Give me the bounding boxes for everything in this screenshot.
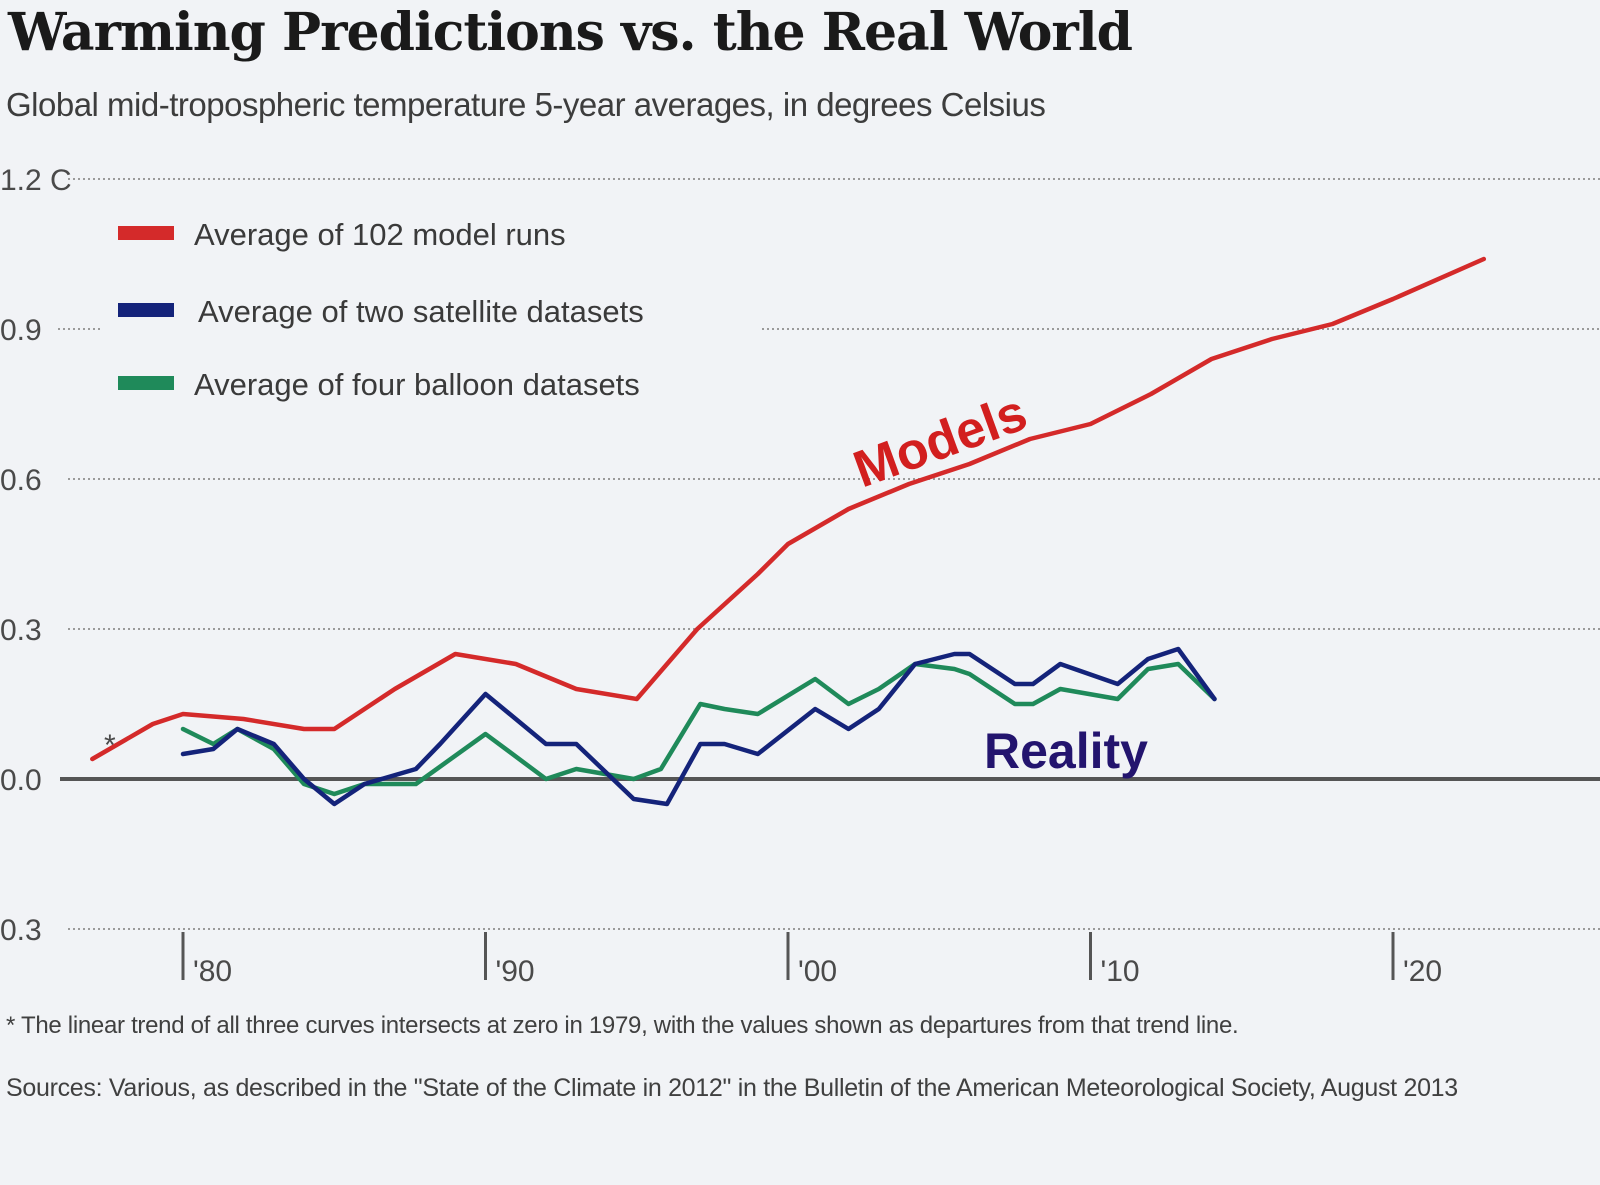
y-tick-label: 0.0 <box>0 764 42 797</box>
chart-subtitle: Global mid-tropospheric temperature 5-ye… <box>6 86 1046 123</box>
x-axis: '80 '90 '00 '10 '20 <box>181 932 1442 988</box>
x-tick-label: '20 <box>1403 955 1442 988</box>
legend-label-2: Average of four balloon datasets <box>194 367 640 402</box>
y-tick-label: 1.2 C <box>0 164 72 197</box>
footnote: * The linear trend of all three curves i… <box>6 1012 1239 1039</box>
y-axis: 1.2 C 0.9 0.6 0.3 0.0 0.3 <box>0 164 72 947</box>
asterisk-marker: * <box>104 729 116 762</box>
y-tick-label: 0.3 <box>0 914 42 947</box>
legend-label-1: Average of two satellite datasets <box>198 294 644 329</box>
x-tick-label: '90 <box>496 955 535 988</box>
x-tick-label: '00 <box>798 955 837 988</box>
annotation-models: Models <box>846 384 1034 500</box>
series-line-2 <box>180 661 1217 797</box>
series-lines <box>90 256 1487 807</box>
x-tick-label: '80 <box>193 955 232 988</box>
chart-title: Warming Predictions vs. the Real World <box>8 2 1133 63</box>
legend: Average of 102 model runs Average of two … <box>118 217 644 402</box>
series-line-1 <box>180 646 1217 807</box>
y-tick-label: 0.3 <box>0 614 42 647</box>
line-chart: 1.2 C 0.9 0.6 0.3 0.0 0.3 '80 '90 '00 '10 '20 Ave… <box>0 164 1600 988</box>
series-line-0 <box>90 256 1487 762</box>
legend-label-0: Average of 102 model runs <box>194 217 566 252</box>
y-tick-label: 0.9 <box>0 314 42 347</box>
annotation-reality: Reality <box>984 723 1148 779</box>
legend-swatch-0 <box>118 226 174 240</box>
legend-swatch-2 <box>118 376 174 390</box>
grid-lines <box>58 178 1600 930</box>
source-note: Sources: Various, as described in the "S… <box>6 1074 1458 1102</box>
y-tick-label: 0.6 <box>0 464 42 497</box>
legend-swatch-1 <box>118 303 174 317</box>
x-tick-label: '10 <box>1101 955 1140 988</box>
